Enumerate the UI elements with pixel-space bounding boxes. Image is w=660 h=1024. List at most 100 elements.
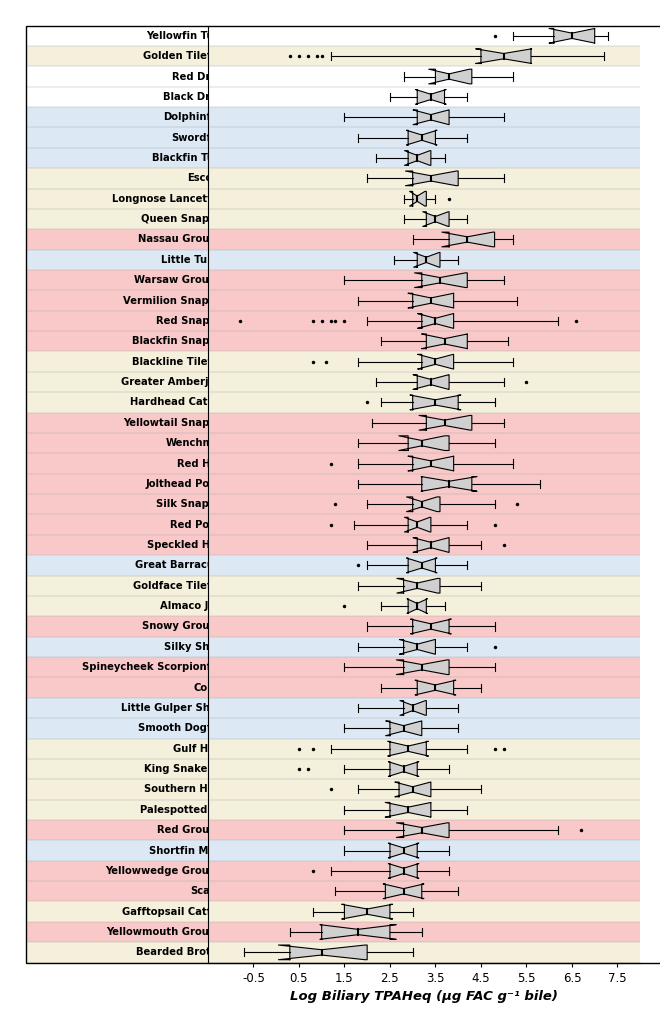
Text: Red Drum: Red Drum: [172, 72, 228, 82]
Text: Silky Shark: Silky Shark: [164, 642, 228, 652]
Text: Great Barracuda: Great Barracuda: [135, 560, 228, 570]
Bar: [26, 555, 234, 575]
Polygon shape: [395, 782, 431, 797]
Bar: [26, 820, 234, 841]
Polygon shape: [397, 579, 440, 593]
Polygon shape: [442, 232, 494, 247]
Bar: [208, 922, 640, 942]
Bar: [26, 841, 234, 861]
Bar: [208, 413, 640, 433]
Bar: [208, 209, 640, 229]
Polygon shape: [386, 721, 422, 735]
Bar: [26, 188, 234, 209]
Bar: [208, 800, 640, 820]
Text: Longnose Lancetfish: Longnose Lancetfish: [112, 194, 228, 204]
Bar: [208, 616, 640, 637]
Bar: [208, 46, 640, 67]
Bar: [26, 738, 234, 759]
Bar: [26, 147, 234, 168]
Bar: [208, 575, 640, 596]
Bar: [208, 454, 640, 474]
Bar: [208, 861, 640, 881]
Bar: [26, 454, 234, 474]
Bar: [208, 310, 640, 331]
Polygon shape: [421, 476, 477, 492]
Bar: [208, 697, 640, 718]
Bar: [26, 861, 234, 881]
Text: Goldface Tilefish: Goldface Tilefish: [133, 581, 228, 591]
Bar: [26, 310, 234, 331]
Polygon shape: [405, 171, 458, 185]
Bar: [208, 372, 640, 392]
Text: Jolthead Porgy: Jolthead Porgy: [145, 479, 228, 488]
Text: Snowy Grouper: Snowy Grouper: [141, 622, 228, 632]
Text: Almaco Jack: Almaco Jack: [160, 601, 228, 611]
Bar: [208, 779, 640, 800]
Polygon shape: [383, 884, 424, 899]
Text: Greater Amberjack: Greater Amberjack: [121, 377, 228, 387]
Polygon shape: [410, 191, 426, 206]
Bar: [26, 229, 234, 250]
Text: Yellowtail Snapper: Yellowtail Snapper: [123, 418, 228, 428]
Text: Silk Snapper: Silk Snapper: [156, 500, 228, 509]
Bar: [26, 637, 234, 657]
Polygon shape: [422, 212, 449, 226]
Bar: [208, 718, 640, 738]
Text: Vermilion Snapper: Vermilion Snapper: [123, 296, 228, 305]
Bar: [208, 108, 640, 127]
Bar: [26, 657, 234, 678]
Text: Scamp: Scamp: [191, 886, 228, 896]
Bar: [208, 87, 640, 108]
Bar: [208, 657, 640, 678]
Bar: [208, 759, 640, 779]
Bar: [26, 678, 234, 697]
Bar: [26, 250, 234, 270]
Polygon shape: [418, 354, 453, 369]
Polygon shape: [320, 925, 396, 939]
Bar: [208, 188, 640, 209]
Bar: [26, 127, 234, 147]
Polygon shape: [407, 558, 437, 572]
Bar: [208, 820, 640, 841]
Polygon shape: [388, 741, 428, 756]
Text: Queen Snapper: Queen Snapper: [141, 214, 228, 224]
Bar: [208, 901, 640, 922]
Text: Warsaw Grouper: Warsaw Grouper: [134, 275, 228, 286]
Bar: [26, 67, 234, 87]
Polygon shape: [279, 945, 367, 959]
Polygon shape: [408, 293, 454, 308]
Bar: [26, 26, 234, 46]
Text: Yellowfin Tuna: Yellowfin Tuna: [147, 31, 228, 41]
Text: Escolar: Escolar: [187, 173, 228, 183]
Bar: [26, 87, 234, 108]
Text: King Snake Eel: King Snake Eel: [144, 764, 228, 774]
Bar: [208, 495, 640, 514]
Bar: [26, 881, 234, 901]
Polygon shape: [407, 599, 428, 613]
Text: Speckled Hind: Speckled Hind: [147, 540, 228, 550]
Bar: [208, 535, 640, 555]
Polygon shape: [408, 457, 454, 471]
Bar: [208, 392, 640, 413]
Text: Black Drum: Black Drum: [163, 92, 228, 102]
X-axis label: Log Biliary TPAHeq (μg FAC g⁻¹ bile): Log Biliary TPAHeq (μg FAC g⁻¹ bile): [290, 990, 558, 1004]
Bar: [26, 596, 234, 616]
Bar: [208, 474, 640, 495]
Polygon shape: [476, 49, 532, 63]
Bar: [208, 270, 640, 291]
Text: Red Snapper: Red Snapper: [156, 316, 228, 326]
Bar: [26, 800, 234, 820]
Polygon shape: [422, 334, 467, 348]
Text: Blackline Tilefish: Blackline Tilefish: [131, 356, 228, 367]
Bar: [208, 229, 640, 250]
Bar: [208, 637, 640, 657]
Bar: [26, 474, 234, 495]
Bar: [26, 718, 234, 738]
Text: Shortfin Mako: Shortfin Mako: [148, 846, 228, 855]
Text: Spineycheek Scorpionfish: Spineycheek Scorpionfish: [82, 663, 228, 672]
Bar: [26, 901, 234, 922]
Bar: [26, 46, 234, 67]
Polygon shape: [400, 700, 426, 716]
Bar: [26, 372, 234, 392]
Bar: [26, 168, 234, 188]
